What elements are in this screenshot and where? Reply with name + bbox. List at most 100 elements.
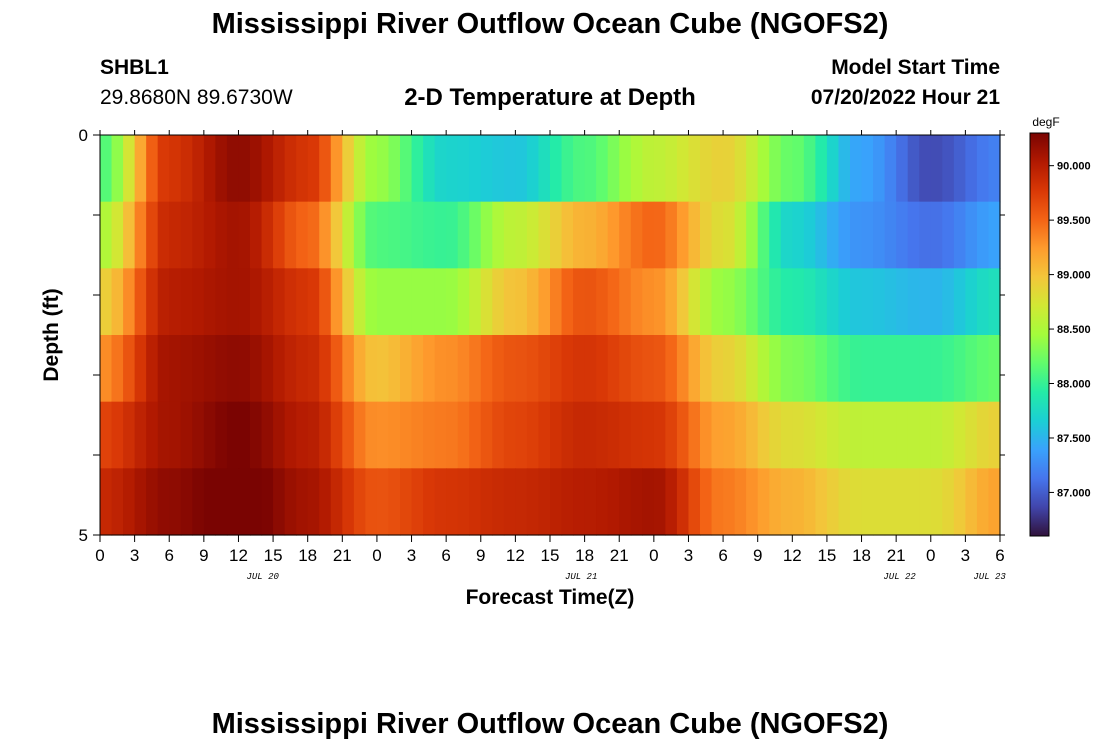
heatmap-cell — [780, 335, 793, 403]
heatmap-cell — [203, 268, 216, 336]
heatmap-cell — [388, 468, 401, 536]
heatmap-cell — [596, 401, 609, 469]
colorbar-tick-label: 89.500 — [1057, 215, 1091, 227]
heatmap-cell — [769, 268, 782, 336]
heatmap-cell — [480, 335, 493, 403]
heatmap-cell — [273, 268, 286, 336]
heatmap-cell — [965, 335, 978, 403]
heatmap-cell — [100, 135, 113, 203]
heatmap-cell — [780, 468, 793, 536]
date-label: JUL 22 — [883, 572, 916, 582]
heatmap-cell — [919, 335, 932, 403]
heatmap-cell — [907, 201, 920, 269]
heatmap-cell — [330, 335, 343, 403]
heatmap-cell — [826, 468, 840, 536]
heatmap-cell — [353, 268, 366, 336]
heatmap-cell — [215, 201, 228, 269]
heatmap-cell — [919, 135, 932, 203]
heatmap-cell — [746, 135, 759, 203]
heatmap-cell — [134, 468, 147, 536]
heatmap-cell — [261, 201, 274, 269]
x-tick-label: 3 — [684, 546, 693, 565]
heatmap-cell — [365, 201, 378, 269]
heatmap-cell — [469, 201, 482, 269]
heatmap-cell — [723, 268, 736, 336]
heatmap-cell — [538, 135, 551, 203]
x-tick-label: 3 — [130, 546, 139, 565]
heatmap-cell — [503, 201, 516, 269]
heatmap-cell — [711, 335, 724, 403]
heatmap-cell — [365, 135, 378, 203]
heatmap-cell — [261, 468, 274, 536]
heatmap-cell — [907, 401, 920, 469]
heatmap-cell — [273, 468, 286, 536]
heatmap-cell — [192, 468, 205, 536]
heatmap-cell — [688, 401, 701, 469]
heatmap-cell — [273, 401, 286, 469]
heatmap-cell — [284, 468, 297, 536]
heatmap-cell — [353, 201, 366, 269]
heatmap-cell — [896, 268, 909, 336]
heatmap-cell — [100, 468, 113, 536]
heatmap-cell — [642, 335, 655, 403]
heatmap-cell — [700, 135, 713, 203]
heatmap-cell — [134, 201, 147, 269]
heatmap-cell — [953, 468, 966, 536]
heatmap-cell — [573, 201, 586, 269]
heatmap-cell — [469, 468, 482, 536]
heatmap-cell — [446, 335, 459, 403]
heatmap-cell — [469, 268, 482, 336]
heatmap-cell — [976, 268, 990, 336]
heatmap-cell — [861, 335, 874, 403]
heatmap-cell — [850, 268, 863, 336]
heatmap-cell — [261, 135, 274, 203]
heatmap-cell — [815, 135, 828, 203]
heatmap-cell — [492, 401, 505, 469]
heatmap-cell — [400, 135, 413, 203]
heatmap-cell — [273, 201, 286, 269]
heatmap-cell — [642, 201, 655, 269]
heatmap-cell — [526, 468, 540, 536]
heatmap-cell — [226, 201, 240, 269]
heatmap-cell — [988, 201, 1001, 269]
heatmap-cell — [307, 201, 320, 269]
heatmap-cell — [365, 268, 378, 336]
heatmap-cell — [653, 335, 666, 403]
heatmap-cell — [169, 401, 182, 469]
heatmap-cell — [538, 201, 551, 269]
heatmap-cell — [123, 401, 136, 469]
heatmap-cell — [400, 401, 413, 469]
heatmap-cell — [676, 335, 690, 403]
heatmap-cell — [746, 201, 759, 269]
x-tick-label: 18 — [298, 546, 317, 565]
heatmap-cell — [803, 201, 816, 269]
heatmap-cell — [100, 401, 113, 469]
heatmap-cell — [446, 401, 459, 469]
heatmap-cell — [688, 201, 701, 269]
heatmap-cell — [976, 135, 990, 203]
heatmap-cell — [423, 335, 436, 403]
heatmap-cell — [734, 135, 747, 203]
heatmap-cell — [930, 401, 943, 469]
heatmap-cell — [434, 201, 447, 269]
x-tick-label: 9 — [476, 546, 485, 565]
heatmap-cell — [838, 268, 851, 336]
heatmap-cell — [307, 135, 320, 203]
heatmap-cell — [238, 401, 251, 469]
heatmap-cell — [250, 468, 263, 536]
heatmap-cell — [250, 401, 263, 469]
date-label: JUL 23 — [973, 572, 1006, 582]
heatmap-cell — [203, 201, 216, 269]
heatmap-cell — [988, 335, 1001, 403]
heatmap-cell — [873, 135, 886, 203]
heatmap-cell — [803, 468, 816, 536]
heatmap-cell — [400, 268, 413, 336]
heatmap-cell — [873, 468, 886, 536]
heatmap-cell — [261, 268, 274, 336]
heatmap-cell — [100, 268, 113, 336]
heatmap-cell — [561, 335, 574, 403]
heatmap-cell — [376, 468, 390, 536]
heatmap-cell — [630, 135, 643, 203]
heatmap-cell — [976, 468, 990, 536]
